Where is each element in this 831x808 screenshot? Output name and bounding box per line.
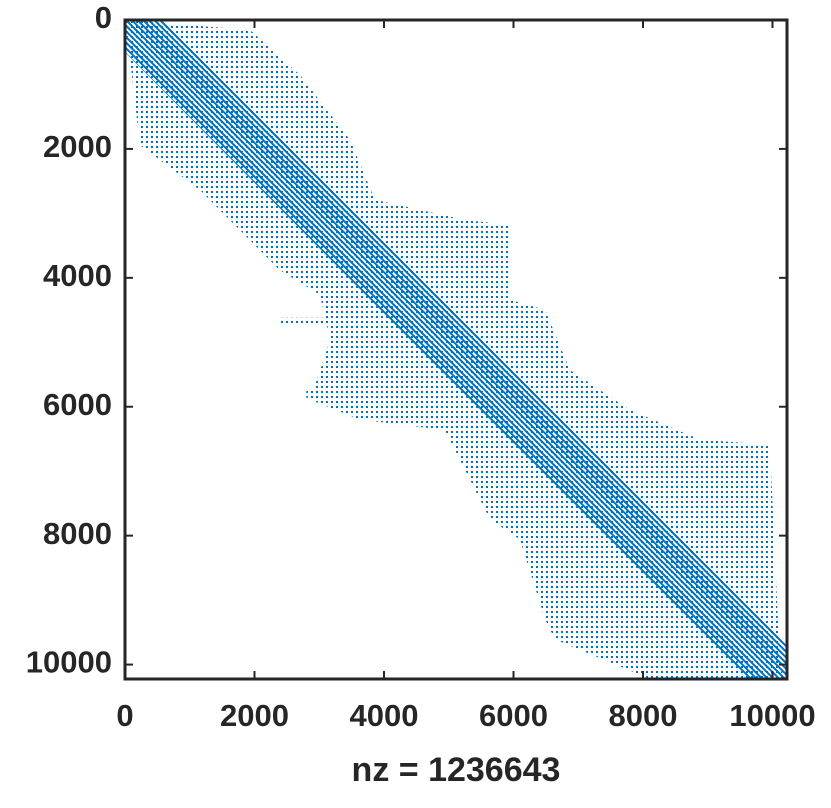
- axes-frame: [123, 18, 789, 681]
- y-tick-label: 6000: [43, 387, 112, 422]
- x-tick-label: 10000: [729, 698, 815, 733]
- nonzero-region: [125, 20, 787, 679]
- x-tick-label: 0: [116, 698, 133, 733]
- x-axis-label: nz = 1236643: [352, 751, 561, 789]
- y-tick-label: 10000: [26, 645, 112, 680]
- x-tick-label: 8000: [609, 698, 678, 733]
- y-tick-label: 4000: [43, 258, 112, 293]
- y-tick-label: 8000: [43, 516, 112, 551]
- y-tick-label: 0: [95, 0, 112, 35]
- y-tick-label: 2000: [43, 129, 112, 164]
- plot-area: [125, 20, 787, 679]
- x-tick-label: 2000: [220, 698, 289, 733]
- x-tick-label: 4000: [350, 698, 419, 733]
- nonzero-region: [306, 389, 514, 398]
- x-tick-label: 6000: [479, 698, 548, 733]
